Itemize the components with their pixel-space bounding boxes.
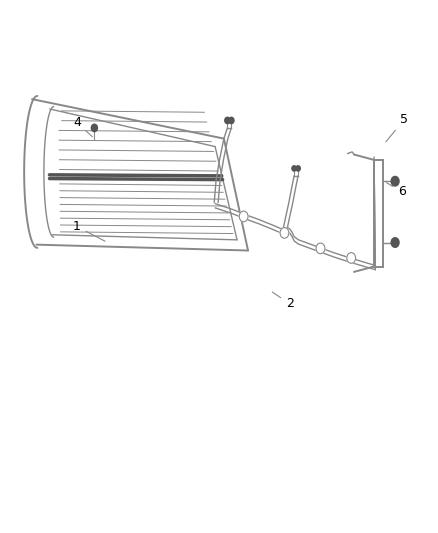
Circle shape bbox=[228, 117, 233, 124]
Circle shape bbox=[346, 253, 355, 263]
Circle shape bbox=[390, 238, 398, 247]
Circle shape bbox=[224, 117, 230, 124]
Circle shape bbox=[315, 243, 324, 254]
Text: 6: 6 bbox=[385, 183, 405, 198]
Text: 2: 2 bbox=[272, 292, 293, 310]
Circle shape bbox=[390, 176, 398, 186]
Circle shape bbox=[91, 124, 97, 132]
Circle shape bbox=[239, 211, 247, 222]
Circle shape bbox=[291, 166, 296, 171]
Text: 4: 4 bbox=[73, 116, 92, 136]
Text: 1: 1 bbox=[73, 220, 105, 241]
Circle shape bbox=[295, 166, 300, 171]
Circle shape bbox=[279, 228, 288, 238]
Text: 5: 5 bbox=[385, 114, 407, 142]
